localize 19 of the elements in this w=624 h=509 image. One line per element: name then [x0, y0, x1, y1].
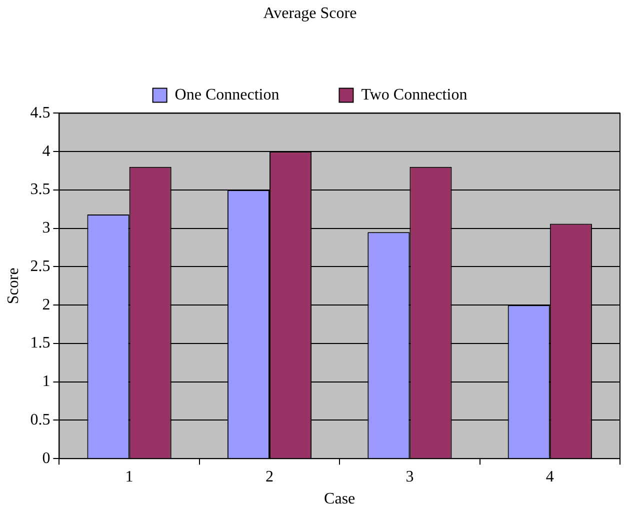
- y-tick-label: 1: [42, 373, 50, 390]
- y-tick-label: 2: [42, 296, 50, 314]
- y-tick-label: 4.5: [30, 104, 50, 122]
- y-tick-label: 3: [42, 220, 50, 237]
- x-tick-label: 4: [546, 468, 554, 486]
- legend-label: Two Connection: [361, 86, 468, 104]
- x-tick-label: 1: [125, 468, 134, 486]
- x-axis-title: Case: [324, 490, 356, 508]
- y-tick-label: 0: [42, 450, 50, 467]
- y-tick-label: 3.5: [30, 181, 50, 198]
- y-tick-label: 4: [42, 142, 50, 160]
- y-tick-label: 0.5: [30, 411, 50, 428]
- y-tick-label: 2.5: [30, 258, 50, 275]
- chart-title: Average Score: [263, 4, 357, 22]
- legend-label: One Connection: [174, 86, 280, 104]
- y-axis-title: Score: [4, 268, 22, 304]
- y-tick-label: 1.5: [30, 334, 50, 352]
- x-tick-label: 2: [266, 468, 274, 486]
- x-tick-label: 3: [406, 468, 414, 486]
